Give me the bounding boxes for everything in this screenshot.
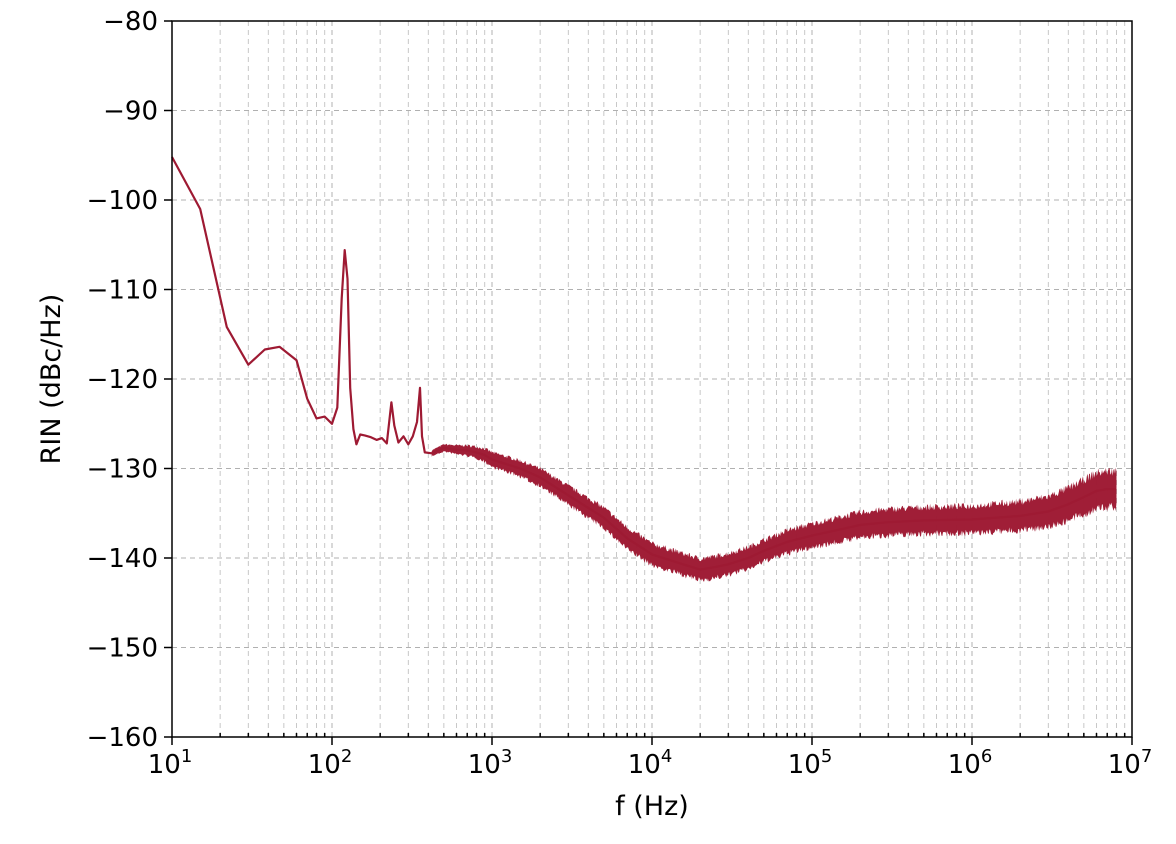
series-line <box>171 156 1117 571</box>
y-tick-label: −160 <box>87 723 158 753</box>
y-tick-label: −100 <box>87 186 158 216</box>
y-axis-tick-labels: −80 −90 −100 −110 −120 −130 −140 −150 −160 <box>87 7 158 753</box>
x-tick-label: 101 <box>148 746 193 780</box>
y-tick-label: −90 <box>103 97 158 127</box>
y-tick-label: −110 <box>87 276 158 306</box>
y-tick-label: −130 <box>87 455 158 485</box>
y-tick-label: −140 <box>87 544 158 574</box>
x-tick-label: 103 <box>468 746 513 780</box>
x-tick-label: 105 <box>788 746 833 780</box>
series-layer <box>171 156 1117 582</box>
y-tick-label: −80 <box>103 7 158 37</box>
grid <box>171 20 1133 738</box>
y-tick-label: −120 <box>87 365 158 395</box>
x-axis-tick-labels: 101 102 103 104 105 106 107 <box>148 746 1153 780</box>
x-tick-label: 107 <box>1108 746 1153 780</box>
x-tick-label: 106 <box>948 746 993 780</box>
y-tick-label: −150 <box>87 634 158 664</box>
axis-ticks <box>164 20 1133 745</box>
x-tick-label: 104 <box>628 746 673 780</box>
x-axis-label: f (Hz) <box>615 791 689 822</box>
y-axis-label: RIN (dBc/Hz) <box>36 294 67 465</box>
x-tick-label: 102 <box>308 746 353 780</box>
series-noise-band <box>431 443 1117 582</box>
